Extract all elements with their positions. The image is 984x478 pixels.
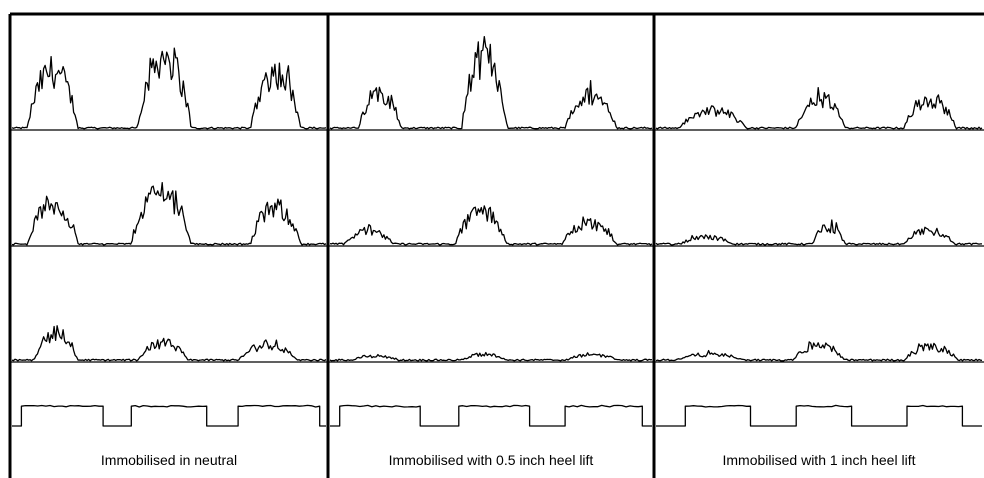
- trace-col3-row1: [655, 86, 983, 130]
- trace-col2-row4: [330, 404, 652, 427]
- trace-col1-row1: [11, 47, 327, 130]
- column-label-one-inch: Immobilised with 1 inch heel lift: [722, 452, 916, 468]
- trace-col2-row3: [329, 351, 653, 362]
- column-label-half-inch: Immobilised with 0.5 inch heel lift: [388, 452, 594, 468]
- trace-col3-row3: [655, 341, 983, 362]
- trace-col1-row4: [12, 404, 326, 427]
- traces-group: [11, 35, 983, 427]
- trace-col2-row2: [329, 205, 653, 246]
- trace-col1-row3: [11, 325, 327, 362]
- figure-frame: [8, 12, 984, 478]
- trace-col3-row2: [655, 219, 982, 246]
- column-label-neutral: Immobilised in neutral: [100, 452, 238, 468]
- trace-col3-row4: [656, 404, 982, 427]
- trace-col1-row2: [11, 182, 327, 246]
- trace-col2-row1: [329, 35, 653, 130]
